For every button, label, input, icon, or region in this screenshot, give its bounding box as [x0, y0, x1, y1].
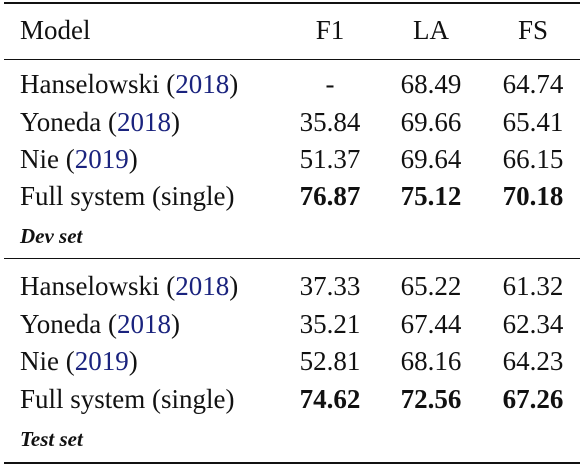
fs-value: 64.74 [502, 69, 564, 99]
bottom-rule [4, 462, 580, 464]
model-name: Yoneda (2018) [20, 107, 181, 137]
la-value: 68.16 [400, 346, 462, 376]
fs-value: 67.26 [502, 384, 564, 414]
fs-value: 64.23 [502, 346, 564, 376]
citation-link[interactable]: 2019 [74, 144, 129, 174]
la-value: 69.64 [400, 144, 462, 174]
table-row: Hanselowski (2018) - 68.49 64.74 [0, 66, 584, 102]
la-value: 75.12 [400, 181, 462, 211]
fs-value: 65.41 [502, 107, 564, 137]
citation-link[interactable]: 2018 [175, 271, 230, 301]
header-fs: FS [517, 15, 549, 45]
citation-link[interactable]: 2018 [175, 69, 230, 99]
table-row: Full system (single) 76.87 75.12 70.18 [0, 178, 584, 214]
f1-value: 35.84 [299, 107, 361, 137]
model-name: Full system (single) [20, 181, 235, 211]
header-la: LA [413, 15, 449, 45]
f1-value: 52.81 [299, 346, 361, 376]
fs-value: 62.34 [502, 309, 564, 339]
table-row: Yoneda (2018) 35.21 67.44 62.34 [0, 306, 584, 342]
table-row: Nie (2019) 51.37 69.64 66.15 [0, 141, 584, 177]
header-model: Model [20, 15, 91, 45]
table-row: Hanselowski (2018) 37.33 65.22 61.32 [0, 268, 584, 304]
la-value: 65.22 [400, 271, 462, 301]
f1-value: 76.87 [299, 181, 361, 211]
f1-value: 37.33 [299, 271, 361, 301]
la-value: 67.44 [400, 309, 462, 339]
f1-value: - [325, 69, 335, 99]
header-rule [4, 59, 580, 60]
model-name: Nie (2019) [20, 346, 138, 376]
model-name: Hanselowski (2018) [20, 271, 239, 301]
la-value: 68.49 [400, 69, 462, 99]
test-set-label: Test set [20, 427, 83, 451]
la-value: 69.66 [400, 107, 462, 137]
citation-link[interactable]: 2019 [74, 346, 129, 376]
header-f1: F1 [315, 15, 345, 45]
fs-value: 70.18 [502, 181, 564, 211]
model-name: Nie (2019) [20, 144, 138, 174]
f1-value: 74.62 [299, 384, 361, 414]
model-name: Yoneda (2018) [20, 309, 181, 339]
header-row: Model F1 LA FS [0, 12, 584, 48]
table-row: Full system (single) 74.62 72.56 67.26 [0, 381, 584, 417]
f1-value: 35.21 [299, 309, 361, 339]
table-row: Yoneda (2018) 35.84 69.66 65.41 [0, 104, 584, 140]
top-rule [4, 2, 580, 4]
section-rule [4, 258, 580, 259]
la-value: 72.56 [400, 384, 462, 414]
model-name: Hanselowski (2018) [20, 69, 239, 99]
citation-link[interactable]: 2018 [117, 309, 172, 339]
citation-link[interactable]: 2018 [117, 107, 172, 137]
model-name: Full system (single) [20, 384, 235, 414]
table-row: Nie (2019) 52.81 68.16 64.23 [0, 343, 584, 379]
f1-value: 51.37 [299, 144, 361, 174]
dev-set-label: Dev set [20, 224, 83, 248]
fs-value: 61.32 [502, 271, 564, 301]
fs-value: 66.15 [502, 144, 564, 174]
